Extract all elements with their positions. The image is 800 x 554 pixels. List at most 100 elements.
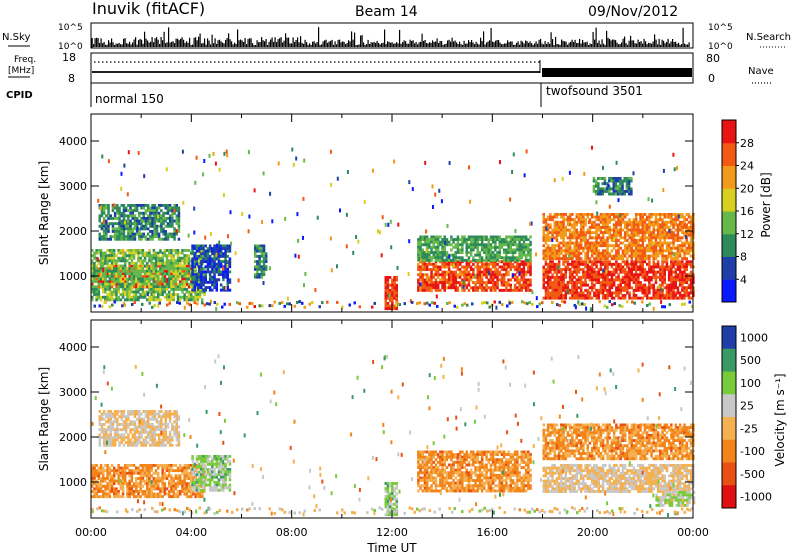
heatmap-cell — [544, 273, 548, 277]
heatmap-cell — [546, 246, 550, 250]
heatmap-cell — [146, 285, 149, 289]
heatmap-cell — [650, 241, 653, 245]
heatmap-cell — [461, 273, 464, 277]
heatmap-cell — [516, 265, 519, 269]
heatmap-cell — [258, 244, 261, 248]
heatmap-cell — [126, 295, 129, 299]
heatmap-cell — [643, 286, 647, 290]
heatmap-cell — [119, 251, 123, 255]
heatmap-cell — [654, 249, 658, 253]
heatmap-cell — [393, 276, 396, 279]
nsky-bar — [633, 40, 635, 47]
heatmap-cell — [187, 259, 191, 263]
heatmap-cell — [454, 275, 457, 279]
nsky-bar — [448, 39, 450, 47]
heatmap-cell — [436, 243, 440, 247]
heatmap-cell — [566, 252, 570, 255]
heatmap-cell — [135, 219, 139, 223]
heatmap-cell — [656, 220, 660, 224]
heatmap-cell — [228, 278, 232, 282]
heatmap-cell — [176, 262, 180, 265]
heatmap-cell — [217, 278, 221, 282]
heatmap-cell — [467, 283, 471, 287]
heatmap-cell — [509, 238, 512, 241]
heatmap-cell — [586, 213, 589, 216]
heatmap-cell — [557, 226, 561, 229]
heatmap-cell — [485, 270, 488, 274]
heatmap-cell — [155, 209, 159, 213]
heatmap-cell — [395, 296, 398, 300]
heatmap-cell — [191, 275, 194, 279]
heatmap-cell — [496, 245, 499, 249]
heatmap-cell — [141, 259, 145, 263]
heatmap-cell — [672, 288, 675, 292]
heatmap-cell — [685, 268, 688, 271]
heatmap-cell — [187, 254, 191, 258]
heatmap-cell — [161, 288, 164, 291]
heatmap-cell — [562, 236, 565, 240]
heatmap-cell — [639, 254, 642, 258]
heatmap-cell — [689, 283, 693, 287]
nsky-bar — [570, 41, 572, 47]
heatmap-cell — [648, 281, 651, 284]
heatmap-cell — [498, 288, 501, 292]
heatmap-cell — [483, 288, 486, 292]
heatmap-cell — [434, 256, 438, 260]
heatmap-cell — [149, 209, 152, 213]
heatmap-cell — [450, 286, 453, 290]
heatmap-cell — [612, 233, 616, 237]
heatmap-cell — [546, 233, 550, 237]
heatmap-cell — [176, 251, 180, 255]
heatmap-cell — [113, 222, 117, 226]
heatmap-cell — [472, 270, 475, 274]
heatmap-cell — [524, 286, 528, 290]
heatmap-cell — [469, 251, 473, 254]
heatmap-cell — [175, 222, 178, 226]
heatmap-cell — [141, 269, 145, 273]
heatmap-cell — [661, 254, 664, 258]
nsky-panel-frame — [90, 22, 694, 49]
heatmap-cell — [421, 265, 424, 269]
heatmap-cell — [132, 275, 136, 278]
heatmap-cell — [586, 262, 589, 266]
heatmap-cell — [102, 227, 106, 231]
heatmap-cell — [129, 230, 132, 233]
nsky-bar — [306, 42, 308, 47]
heatmap-cell — [105, 214, 108, 218]
heatmap-cell — [549, 252, 552, 255]
heatmap-cell — [133, 237, 137, 241]
heatmap-cell — [562, 231, 565, 235]
heatmap-cell — [185, 275, 189, 278]
heatmap-cell — [99, 282, 103, 286]
heatmap-cell — [689, 286, 693, 290]
heatmap-cell — [417, 286, 420, 290]
heatmap-cell — [467, 275, 471, 279]
heatmap-cell — [648, 249, 651, 253]
heatmap-cell — [599, 288, 603, 292]
heatmap-cell — [599, 254, 603, 258]
heatmap-cell — [472, 273, 475, 277]
heatmap-cell — [170, 288, 173, 291]
heatmap-cell — [542, 254, 545, 258]
heatmap-cell — [573, 236, 576, 240]
heatmap-cell — [502, 288, 506, 292]
heatmap-cell — [573, 260, 576, 264]
heatmap-cell — [476, 273, 479, 277]
heatmap-cell — [511, 251, 515, 254]
heatmap-cell — [608, 294, 611, 297]
heatmap-cell — [630, 249, 633, 253]
heatmap-cell — [226, 270, 229, 274]
heatmap-cell — [476, 286, 479, 290]
heatmap-cell — [509, 258, 512, 262]
heatmap-cell — [160, 217, 163, 220]
heatmap-cell — [641, 220, 644, 224]
heatmap-cell — [597, 223, 600, 227]
heatmap-cell — [634, 268, 638, 271]
heatmap-cell — [577, 218, 581, 222]
heatmap-cell — [654, 228, 658, 232]
heatmap-cell — [584, 244, 587, 248]
heatmap-cell — [99, 264, 103, 268]
heatmap-cell — [121, 267, 125, 271]
heatmap-cell — [126, 293, 129, 297]
heatmap-cell — [623, 223, 627, 227]
